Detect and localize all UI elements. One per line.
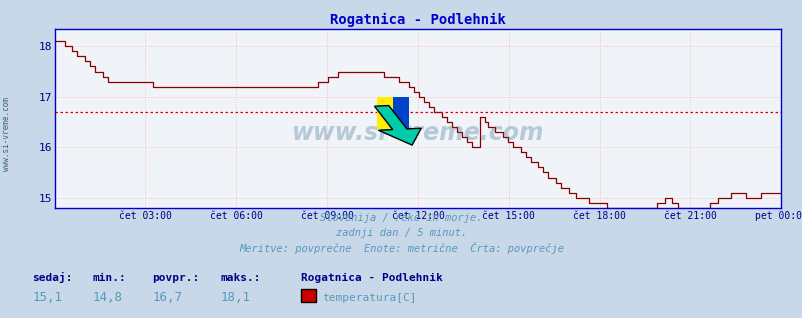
Bar <box>376 97 392 129</box>
Text: zadnji dan / 5 minut.: zadnji dan / 5 minut. <box>335 228 467 238</box>
Text: sedaj:: sedaj: <box>32 273 72 283</box>
Text: maks.:: maks.: <box>221 273 261 283</box>
Text: 16,7: 16,7 <box>152 291 182 303</box>
Text: Meritve: povprečne  Enote: metrične  Črta: povprečje: Meritve: povprečne Enote: metrične Črta:… <box>239 242 563 253</box>
Text: Rogatnica - Podlehnik: Rogatnica - Podlehnik <box>301 273 443 283</box>
Text: min.:: min.: <box>92 273 126 283</box>
Text: temperatura[C]: temperatura[C] <box>322 293 416 302</box>
Text: www.si-vreme.com: www.si-vreme.com <box>2 97 11 170</box>
Text: 15,1: 15,1 <box>32 291 62 303</box>
Text: 18,1: 18,1 <box>221 291 250 303</box>
FancyArrow shape <box>374 106 421 145</box>
Text: 14,8: 14,8 <box>92 291 122 303</box>
Text: Slovenija / reke in morje.: Slovenija / reke in morje. <box>320 213 482 223</box>
Text: www.si-vreme.com: www.si-vreme.com <box>291 121 544 145</box>
Text: povpr.:: povpr.: <box>152 273 200 283</box>
Bar <box>392 97 408 129</box>
Title: Rogatnica - Podlehnik: Rogatnica - Podlehnik <box>330 13 505 27</box>
